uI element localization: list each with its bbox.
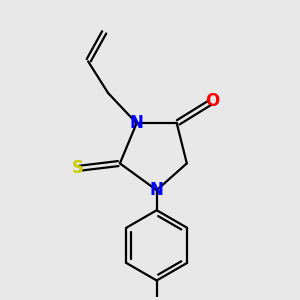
Text: S: S bbox=[72, 159, 84, 177]
Text: O: O bbox=[205, 92, 219, 110]
Text: N: N bbox=[150, 181, 164, 199]
Text: N: N bbox=[130, 114, 144, 132]
